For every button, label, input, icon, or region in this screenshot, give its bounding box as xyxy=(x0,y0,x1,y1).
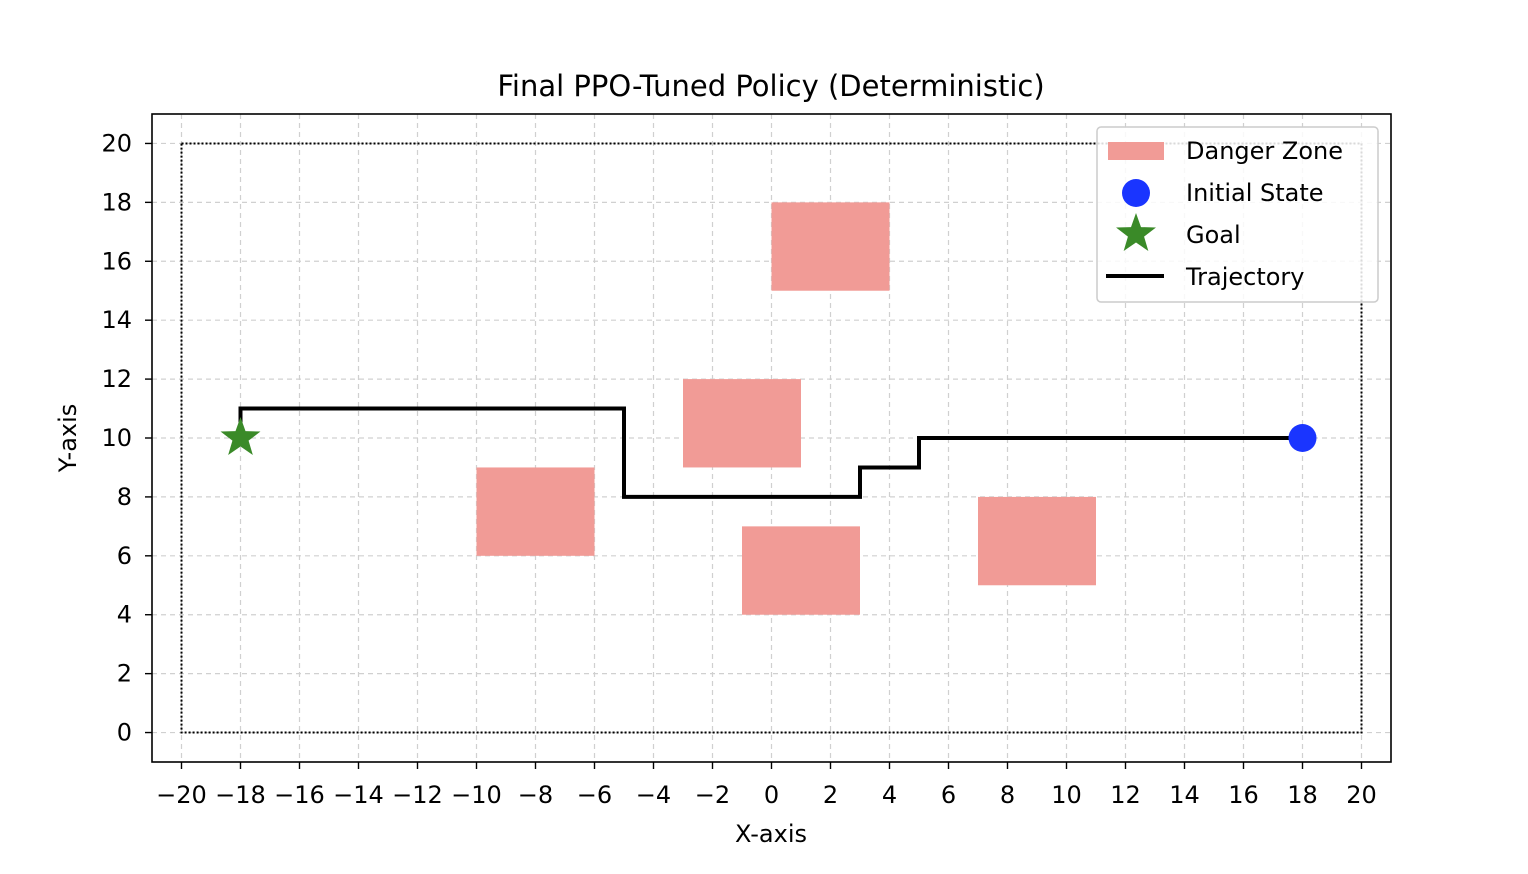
x-tick-label: 2 xyxy=(823,781,838,809)
x-tick-label: −18 xyxy=(215,781,266,809)
y-tick-label: 4 xyxy=(117,601,132,629)
y-tick-label: 0 xyxy=(117,719,132,747)
x-tick-label: −8 xyxy=(518,781,553,809)
axis-ticks: −20 −18 −16 −14 −12 −10 −8 −6 −4 −2 0 2 4 6 8 10 12 14 16 1… xyxy=(101,129,1376,809)
legend-swatch-danger-zone xyxy=(1108,142,1164,160)
chart-title: Final PPO-Tuned Policy (Deterministic) xyxy=(497,69,1044,103)
legend-swatch-initial-state xyxy=(1122,179,1150,207)
danger-zone xyxy=(978,496,1096,586)
trajectory-line xyxy=(238,406,1303,499)
y-axis-title: Y-axis xyxy=(54,404,82,474)
x-tick-label: −2 xyxy=(695,781,730,809)
x-tick-label: −4 xyxy=(636,781,671,809)
x-tick-label: 6 xyxy=(941,781,956,809)
y-tick-label: 18 xyxy=(101,188,132,216)
legend: Danger Zone Initial State Goal Trajector… xyxy=(1096,126,1379,303)
environment-boundary xyxy=(180,142,1363,734)
x-tick-label: 4 xyxy=(882,781,897,809)
x-tick-label: −20 xyxy=(156,781,207,809)
x-tick-label: −6 xyxy=(577,781,612,809)
markers xyxy=(220,417,1317,455)
x-axis-title: X-axis xyxy=(735,820,807,848)
danger-zone xyxy=(742,526,860,615)
x-tick-label: 20 xyxy=(1346,781,1377,809)
y-tick-label: 12 xyxy=(101,365,132,393)
x-tick-label: 0 xyxy=(764,781,779,809)
x-tick-label: −14 xyxy=(333,781,384,809)
legend-label-danger-zone: Danger Zone xyxy=(1186,137,1343,165)
initial-state-marker xyxy=(1288,424,1317,452)
x-tick-label: 8 xyxy=(1000,781,1015,809)
x-tick-label: 12 xyxy=(1110,781,1141,809)
trajectory-layer xyxy=(238,406,1303,499)
y-tick-label: 16 xyxy=(101,247,132,275)
y-tick-label: 10 xyxy=(101,424,132,452)
danger-zone xyxy=(683,379,801,468)
legend-frame xyxy=(1096,126,1379,303)
y-tick-label: 14 xyxy=(101,306,132,334)
danger-zone xyxy=(476,467,595,556)
legend-swatch-goal-star-icon xyxy=(1116,213,1156,251)
x-tick-label: 16 xyxy=(1228,781,1259,809)
boundary xyxy=(180,142,1363,734)
y-tick-label: 20 xyxy=(101,129,132,157)
x-tick-label: 14 xyxy=(1169,781,1200,809)
legend-label-goal: Goal xyxy=(1186,221,1241,249)
x-tick-label: 10 xyxy=(1051,781,1082,809)
y-tick-label: 2 xyxy=(117,660,132,688)
danger-zones xyxy=(476,202,1096,615)
goal-star-icon xyxy=(220,417,261,455)
x-tick-label: −16 xyxy=(274,781,325,809)
danger-zone xyxy=(771,202,890,291)
x-tick-label: −12 xyxy=(392,781,443,809)
legend-label-trajectory: Trajectory xyxy=(1185,263,1305,291)
y-tick-label: 8 xyxy=(117,483,132,511)
x-tick-label: −10 xyxy=(451,781,502,809)
y-tick-label: 6 xyxy=(117,542,132,570)
legend-label-initial-state: Initial State xyxy=(1186,179,1324,207)
x-tick-label: 18 xyxy=(1287,781,1318,809)
